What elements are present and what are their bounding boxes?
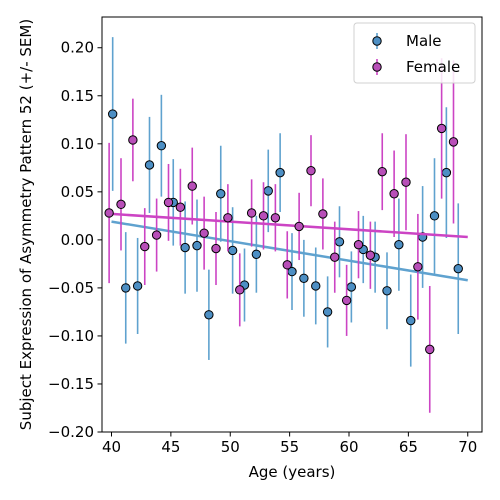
point-male-14 [276, 168, 284, 176]
point-female-25 [402, 178, 410, 186]
point-female-2 [129, 136, 137, 144]
x-tick-label-5: 65 [399, 438, 418, 456]
point-female-9 [212, 244, 220, 252]
point-female-21 [354, 240, 362, 248]
point-male-4 [157, 142, 165, 150]
point-male-2 [133, 282, 141, 290]
point-female-0 [105, 209, 113, 217]
point-female-1 [117, 200, 125, 208]
point-female-29 [449, 138, 457, 146]
point-male-19 [335, 238, 343, 246]
point-female-13 [259, 212, 267, 220]
point-male-6 [181, 243, 189, 251]
point-male-17 [312, 282, 320, 290]
point-female-11 [236, 286, 244, 294]
point-female-5 [164, 198, 172, 206]
x-tick-label-2: 50 [221, 438, 240, 456]
y-tick-label-3: −0.05 [48, 279, 94, 297]
y-tick-label-7: 0.15 [61, 87, 94, 105]
x-tick-label-0: 40 [102, 438, 121, 456]
point-female-8 [200, 229, 208, 237]
point-male-1 [122, 284, 130, 292]
x-tick-label-6: 70 [458, 438, 477, 456]
point-female-17 [307, 167, 315, 175]
point-male-29 [454, 264, 462, 272]
point-female-6 [176, 203, 184, 211]
legend: Male Female [354, 23, 475, 83]
point-female-20 [342, 296, 350, 304]
x-tick-label-1: 45 [161, 438, 180, 456]
legend-marker-female [373, 63, 381, 71]
point-female-23 [378, 167, 386, 175]
point-female-10 [224, 214, 232, 222]
point-male-25 [407, 316, 415, 324]
point-male-20 [347, 283, 355, 291]
point-female-16 [295, 222, 303, 230]
x-axis-label: Age (years) [249, 463, 336, 481]
point-male-13 [264, 187, 272, 195]
point-female-28 [437, 124, 445, 132]
point-male-18 [323, 308, 331, 316]
y-tick-label-6: 0.10 [61, 135, 94, 153]
y-axis-label: Subject Expression of Asymmetry Pattern … [17, 19, 35, 430]
point-female-24 [390, 190, 398, 198]
point-female-14 [271, 214, 279, 222]
point-male-9 [217, 190, 225, 198]
point-male-0 [108, 110, 116, 118]
point-female-26 [414, 263, 422, 271]
y-tick-label-5: 0.05 [61, 183, 94, 201]
legend-label-male: Male [406, 32, 442, 50]
point-female-4 [152, 231, 160, 239]
y-tick-label-1: −0.15 [48, 375, 94, 393]
point-male-23 [383, 287, 391, 295]
y-tick-label-2: −0.10 [48, 327, 94, 345]
legend-marker-male [373, 37, 381, 45]
y-tick-label-4: 0.00 [61, 231, 94, 249]
point-male-27 [430, 212, 438, 220]
point-male-10 [228, 246, 236, 254]
point-male-3 [145, 161, 153, 169]
point-male-16 [300, 274, 308, 282]
point-male-12 [252, 250, 260, 258]
point-female-22 [366, 251, 374, 259]
y-tick-label-8: 0.20 [61, 39, 94, 57]
point-female-7 [188, 182, 196, 190]
point-male-8 [205, 311, 213, 319]
point-male-7 [193, 241, 201, 249]
point-female-19 [331, 253, 339, 261]
x-tick-label-3: 55 [280, 438, 299, 456]
point-female-3 [141, 242, 149, 250]
point-female-15 [283, 261, 291, 269]
point-male-28 [442, 168, 450, 176]
point-female-18 [319, 210, 327, 218]
x-tick-label-4: 60 [339, 438, 358, 456]
point-male-24 [395, 240, 403, 248]
legend-label-female: Female [406, 58, 460, 76]
point-female-27 [426, 345, 434, 353]
y-tick-label-0: −0.20 [48, 423, 94, 441]
point-female-12 [247, 209, 255, 217]
